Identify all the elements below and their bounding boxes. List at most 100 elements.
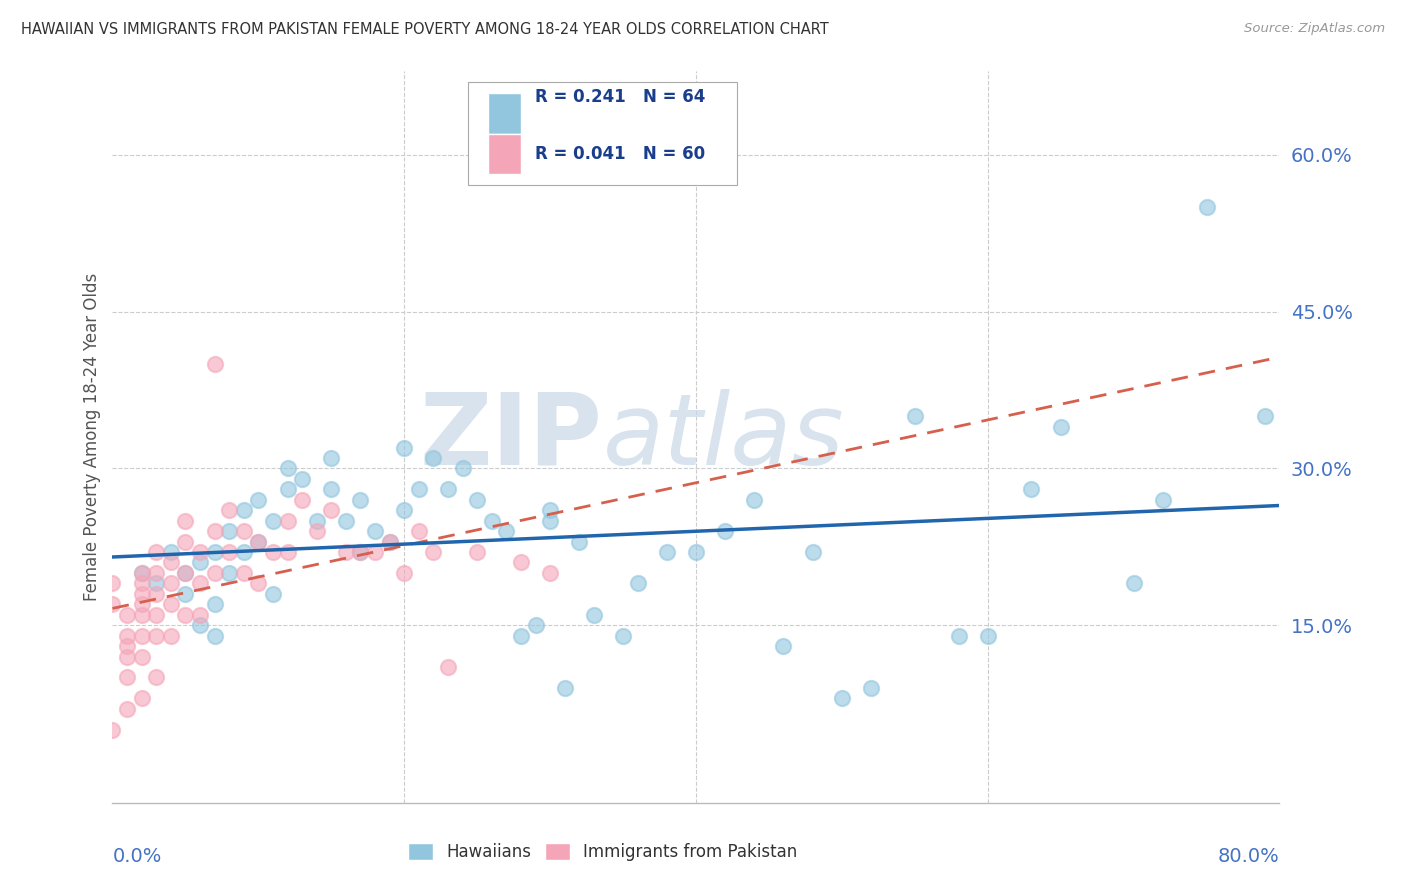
Point	[948, 629, 970, 643]
Point	[232, 566, 254, 580]
Point	[131, 649, 153, 664]
Point	[554, 681, 576, 695]
Point	[174, 566, 197, 580]
Point	[232, 524, 254, 538]
Point	[131, 566, 153, 580]
Point	[188, 545, 211, 559]
Text: ZIP: ZIP	[420, 389, 603, 485]
Point	[1122, 576, 1144, 591]
Point	[262, 587, 284, 601]
Point	[204, 357, 226, 371]
Point	[204, 545, 226, 559]
Point	[349, 545, 371, 559]
Point	[218, 524, 240, 538]
Point	[145, 545, 167, 559]
Point	[335, 514, 357, 528]
Point	[188, 576, 211, 591]
Legend: Hawaiians, Immigrants from Pakistan: Hawaiians, Immigrants from Pakistan	[401, 836, 804, 868]
Point	[232, 545, 254, 559]
Point	[131, 597, 153, 611]
Point	[145, 629, 167, 643]
Point	[247, 534, 270, 549]
Point	[321, 450, 343, 465]
Point	[465, 492, 488, 507]
Point	[801, 545, 824, 559]
Point	[131, 629, 153, 643]
Point	[1152, 492, 1174, 507]
Point	[204, 597, 226, 611]
Point	[291, 492, 314, 507]
FancyBboxPatch shape	[488, 94, 520, 134]
Point	[422, 450, 444, 465]
Point	[714, 524, 737, 538]
Point	[145, 607, 167, 622]
Point	[115, 629, 138, 643]
FancyBboxPatch shape	[468, 82, 737, 185]
Point	[145, 576, 167, 591]
Point	[335, 545, 357, 559]
Point	[408, 524, 430, 538]
Point	[627, 576, 650, 591]
Point	[321, 503, 343, 517]
Point	[1254, 409, 1277, 424]
Point	[174, 534, 197, 549]
Point	[349, 492, 371, 507]
Point	[174, 514, 197, 528]
Point	[115, 702, 138, 716]
Point	[101, 597, 124, 611]
Point	[1195, 200, 1218, 214]
Point	[204, 524, 226, 538]
Text: atlas: atlas	[603, 389, 844, 485]
Text: Source: ZipAtlas.com: Source: ZipAtlas.com	[1244, 22, 1385, 36]
Point	[538, 503, 561, 517]
Point	[145, 566, 167, 580]
Point	[174, 607, 197, 622]
Point	[145, 587, 167, 601]
Point	[394, 441, 416, 455]
Point	[364, 524, 387, 538]
Point	[115, 639, 138, 653]
Point	[160, 576, 183, 591]
Point	[101, 723, 124, 737]
Point	[276, 545, 298, 559]
Point	[291, 472, 314, 486]
Point	[1021, 483, 1043, 497]
Point	[305, 514, 328, 528]
Point	[1049, 419, 1071, 434]
Point	[247, 576, 270, 591]
Point	[131, 576, 153, 591]
Point	[188, 556, 211, 570]
Point	[349, 545, 371, 559]
Point	[378, 534, 401, 549]
Point	[131, 607, 153, 622]
Point	[976, 629, 998, 643]
Point	[524, 618, 547, 632]
Point	[160, 597, 183, 611]
Point	[437, 660, 460, 674]
Point	[188, 618, 211, 632]
Point	[262, 514, 284, 528]
Text: HAWAIIAN VS IMMIGRANTS FROM PAKISTAN FEMALE POVERTY AMONG 18-24 YEAR OLDS CORREL: HAWAIIAN VS IMMIGRANTS FROM PAKISTAN FEM…	[21, 22, 830, 37]
Point	[568, 534, 591, 549]
Point	[451, 461, 474, 475]
Point	[772, 639, 794, 653]
Point	[685, 545, 707, 559]
Text: R = 0.241   N = 64: R = 0.241 N = 64	[534, 88, 706, 106]
Point	[247, 492, 270, 507]
Point	[422, 545, 444, 559]
Point	[247, 534, 270, 549]
Point	[276, 514, 298, 528]
Point	[262, 545, 284, 559]
Point	[408, 483, 430, 497]
Point	[174, 587, 197, 601]
Point	[509, 629, 531, 643]
Point	[437, 483, 460, 497]
Point	[465, 545, 488, 559]
Point	[204, 629, 226, 643]
Point	[481, 514, 503, 528]
Point	[101, 576, 124, 591]
Point	[305, 524, 328, 538]
Point	[655, 545, 678, 559]
Point	[582, 607, 605, 622]
Point	[904, 409, 927, 424]
